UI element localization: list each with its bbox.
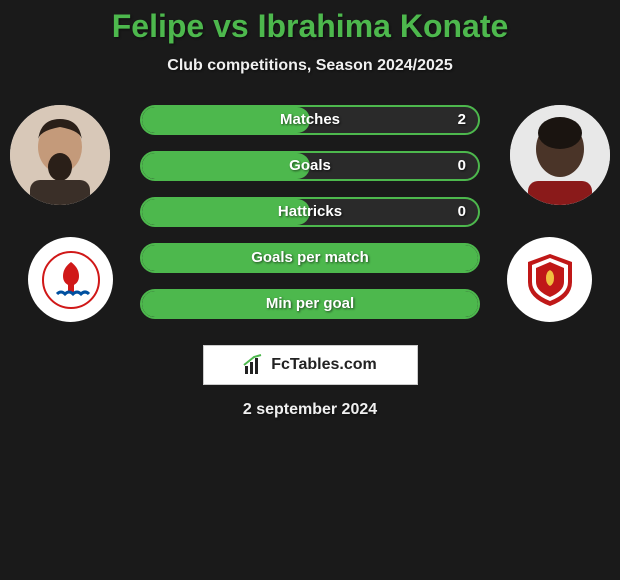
stat-row: Goals per match [140, 243, 480, 273]
stat-value: 2 [458, 107, 466, 133]
stat-row: Matches 2 [140, 105, 480, 135]
subtitle: Club competitions, Season 2024/2025 [0, 57, 620, 75]
stat-row: Hattricks 0 [140, 197, 480, 227]
player-right-club-badge [507, 237, 592, 322]
page-title: Felipe vs Ibrahima Konate [0, 0, 620, 45]
stat-value: 0 [458, 153, 466, 179]
date-text: 2 september 2024 [0, 401, 620, 419]
brand-text: FcTables.com [271, 356, 377, 374]
stat-row: Min per goal [140, 289, 480, 319]
stats-list: Matches 2 Goals 0 Hattricks 0 Goals per … [140, 105, 480, 335]
stat-label: Min per goal [142, 291, 478, 317]
stat-row: Goals 0 [140, 151, 480, 181]
brand-box: FcTables.com [203, 345, 418, 385]
stat-value: 0 [458, 199, 466, 225]
stat-label: Goals [142, 153, 478, 179]
stat-label: Goals per match [142, 245, 478, 271]
player-left-club-badge [28, 237, 113, 322]
stat-label: Matches [142, 107, 478, 133]
player-right-avatar [510, 105, 610, 205]
player-left-avatar [10, 105, 110, 205]
chart-icon [243, 354, 265, 376]
stat-label: Hattricks [142, 199, 478, 225]
comparison-panel: Matches 2 Goals 0 Hattricks 0 Goals per … [0, 105, 620, 335]
